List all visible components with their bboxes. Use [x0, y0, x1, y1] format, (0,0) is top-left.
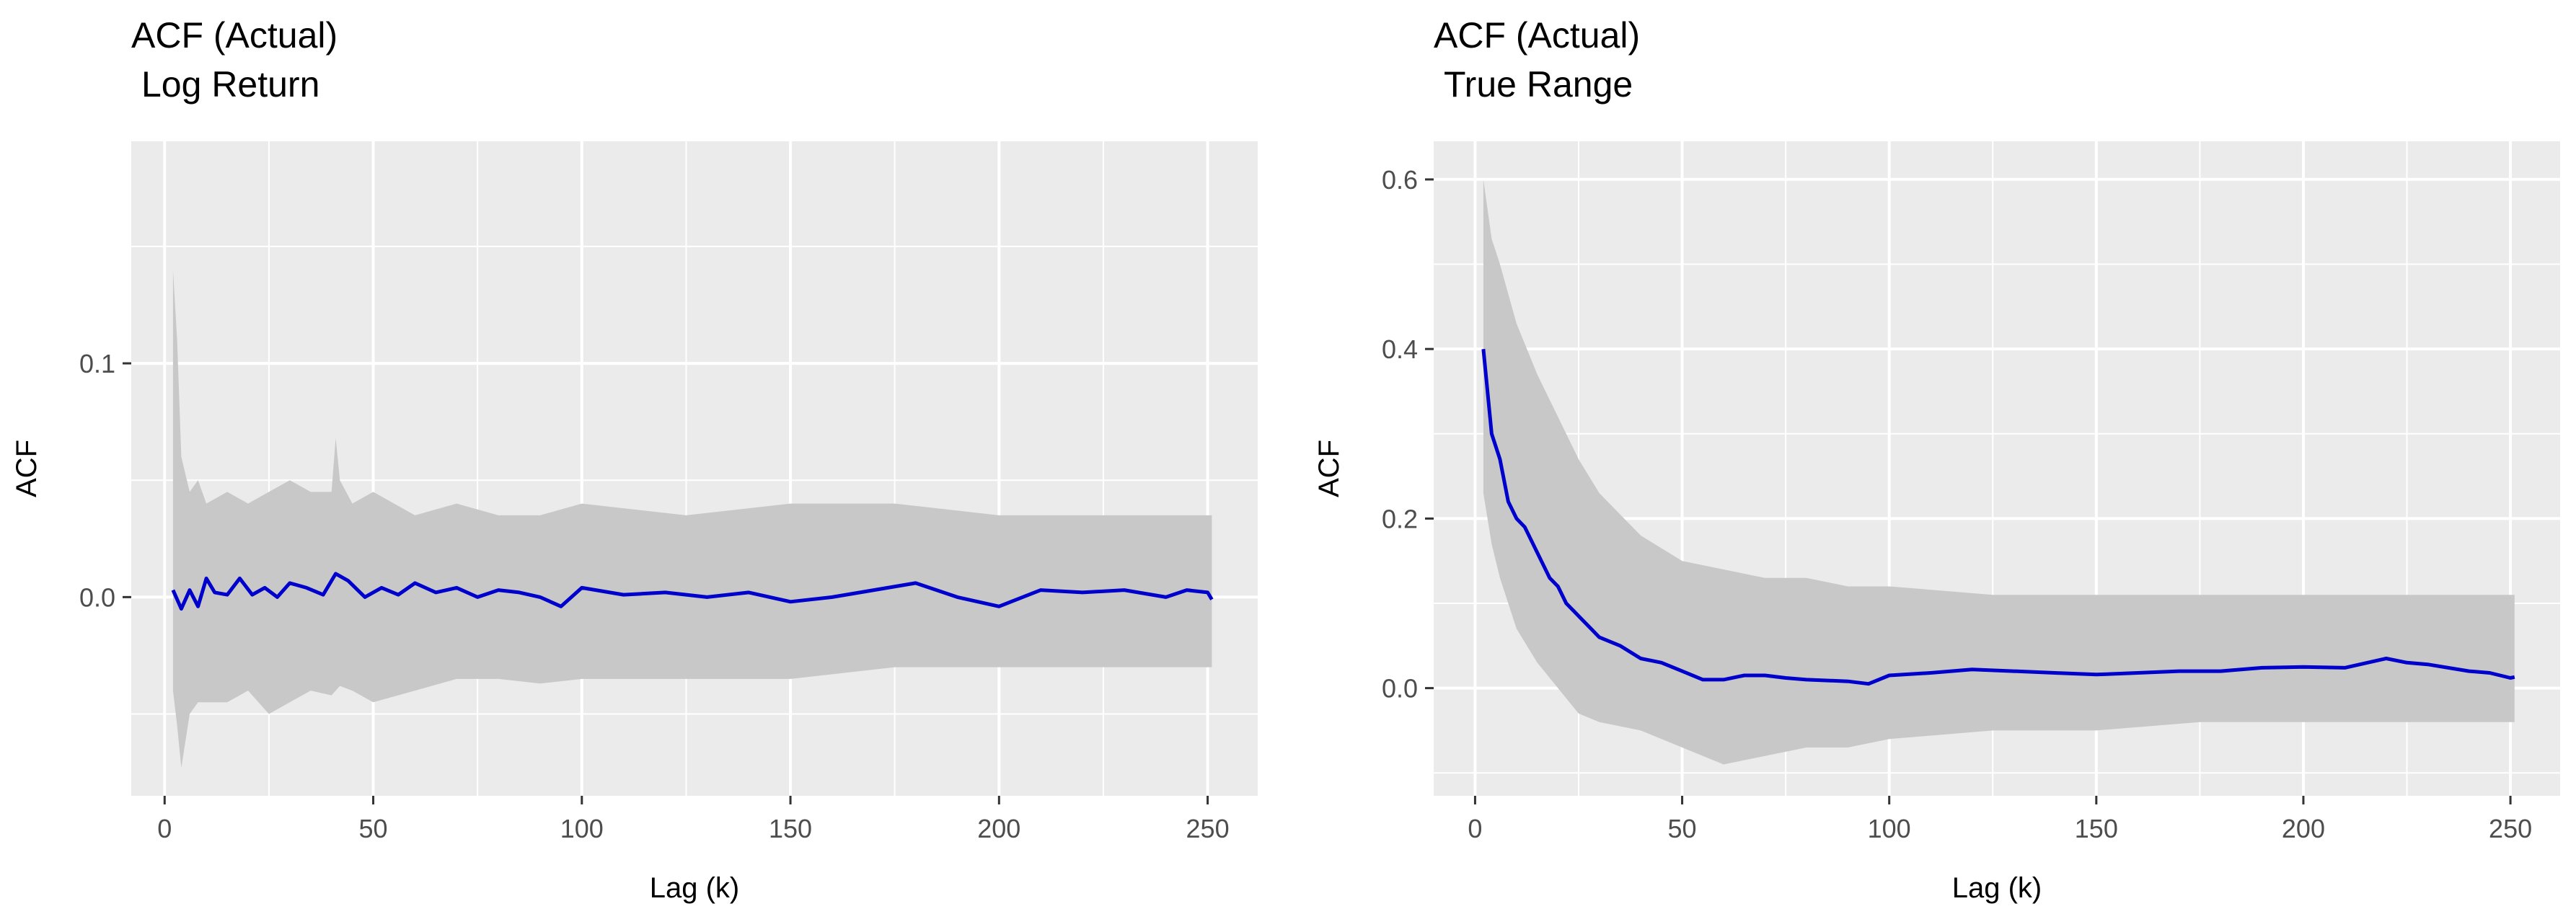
y-tick-label: 0.4	[1382, 334, 1418, 364]
y-tick-label: 0.2	[1382, 504, 1418, 533]
y-axis-ticks: 0.0 0.1	[79, 349, 131, 612]
x-axis-ticks: 0 50 100 150 200 250	[1468, 796, 2532, 843]
y-axis-ticks: 0.0 0.2 0.4 0.6	[1382, 165, 1434, 704]
chart-title: ACF (Actual)	[131, 15, 338, 56]
x-tick-label: 50	[1668, 814, 1697, 843]
y-axis-label: ACF	[11, 440, 43, 497]
y-tick-label: 0.0	[1382, 674, 1418, 704]
chart-true-range: ACF (Actual) True Range 0 50 100 150 200 250 …	[1313, 15, 2560, 904]
chart-title: ACF (Actual)	[1434, 15, 1640, 56]
x-axis-label: Lag (k)	[650, 872, 740, 904]
y-tick-label: 0.0	[79, 582, 115, 612]
x-axis-ticks: 0 50 100 150 200 250	[157, 796, 1230, 843]
x-tick-label: 50	[359, 814, 388, 843]
plot-panel	[131, 141, 1258, 796]
x-tick-label: 100	[1868, 814, 1911, 843]
x-tick-label: 200	[2282, 814, 2325, 843]
confidence-band	[172, 270, 1212, 768]
y-tick-label: 0.6	[1382, 165, 1418, 195]
x-tick-label: 100	[560, 814, 604, 843]
x-tick-label: 0	[157, 814, 172, 843]
x-tick-label: 0	[1468, 814, 1482, 843]
x-tick-label: 250	[2489, 814, 2532, 843]
acf-line	[1481, 348, 2515, 686]
minor-gridlines	[131, 141, 1258, 796]
y-tick-label: 0.1	[79, 349, 115, 378]
x-axis-label: Lag (k)	[1952, 872, 2042, 904]
x-tick-label: 250	[1186, 814, 1230, 843]
chart-subtitle: True Range	[1444, 64, 1633, 105]
y-axis-label: ACF	[1313, 440, 1345, 497]
chart-log-return: ACF (Actual) Log Return 0 50 100 150 200 250 …	[11, 15, 1258, 904]
x-tick-label: 200	[977, 814, 1020, 843]
chart-subtitle: Log Return	[141, 64, 319, 105]
x-tick-label: 150	[769, 814, 812, 843]
x-tick-label: 150	[2075, 814, 2118, 843]
acf-line	[171, 572, 1214, 611]
confidence-band	[1483, 179, 2515, 765]
